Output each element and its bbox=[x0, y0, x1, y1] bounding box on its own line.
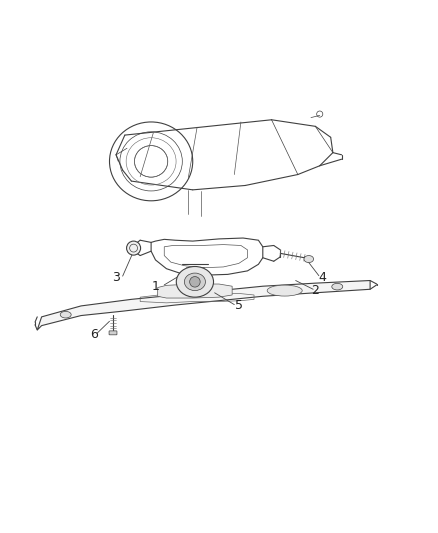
Text: 6: 6 bbox=[90, 328, 98, 341]
Ellipse shape bbox=[176, 266, 214, 297]
Ellipse shape bbox=[60, 311, 71, 318]
FancyBboxPatch shape bbox=[109, 331, 117, 335]
Circle shape bbox=[127, 241, 141, 255]
Text: 2: 2 bbox=[311, 284, 319, 297]
Circle shape bbox=[190, 277, 200, 287]
Text: 3: 3 bbox=[112, 271, 120, 284]
Text: 1: 1 bbox=[152, 280, 159, 293]
Text: 4: 4 bbox=[318, 271, 326, 284]
Polygon shape bbox=[37, 280, 370, 330]
Ellipse shape bbox=[332, 284, 343, 290]
Ellipse shape bbox=[304, 255, 314, 263]
Polygon shape bbox=[158, 284, 232, 298]
Ellipse shape bbox=[267, 285, 302, 296]
Ellipse shape bbox=[184, 273, 205, 290]
Text: 5: 5 bbox=[235, 300, 243, 312]
